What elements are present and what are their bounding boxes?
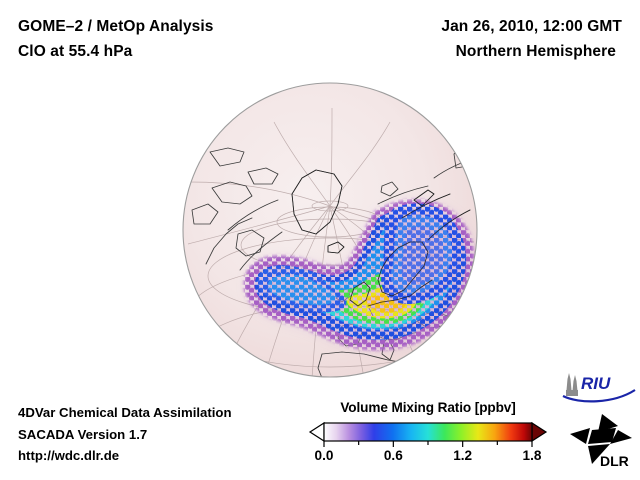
method-label: 4DVar Chemical Data Assimilation [18,405,232,420]
footer-left-block: 4DVar Chemical Data Assimilation SACADA … [18,402,308,467]
region-label: Northern Hemisphere [455,43,616,60]
colorbar-min-arrow [308,421,325,443]
dlr-star-icon [570,414,632,464]
coastlines-overlay [291,169,471,307]
colorbar-tick-label: 1.8 [522,448,542,463]
plume-data [243,199,475,351]
header-left-block: GOME–2 / MetOp Analysis ClO at 55.4 hPa [18,14,348,64]
colorbar-tick-label: 0.0 [314,448,334,463]
header-right-block: Jan 26, 2010, 12:00 GMT Northern Hemisph… [322,14,622,64]
riu-tower-icon [566,373,578,396]
dlr-logo-text: DLR [600,453,629,469]
source-url-label: http://wdc.dlr.de [18,448,120,463]
colorbar-tick-label: 0.6 [383,448,403,463]
colorbar-tick-label: 1.2 [453,448,473,463]
page-subtitle: ClO at 55.4 hPa [18,43,133,60]
riu-swoosh-icon [562,389,636,403]
colorbar-scale [308,421,548,447]
globe-outline [182,82,478,378]
globe-map [182,82,478,378]
page-title: GOME–2 / MetOp Analysis [18,18,214,35]
dlr-logo: DLR [570,414,632,469]
colorbar-gradient [323,422,533,442]
colorbar: Volume Mixing Ratio [ppbv] 0.0 0.6 1.2 1.8 [308,400,548,468]
riu-logo-text: RIU [581,374,611,393]
version-label: SACADA Version 1.7 [18,426,148,442]
colorbar-tick-labels: 0.0 0.6 1.2 1.8 [308,448,548,468]
colorbar-ticks [323,441,533,447]
colorbar-max-arrow [531,421,548,443]
riu-logo: RIU [562,373,636,403]
timestamp-label: Jan 26, 2010, 12:00 GMT [441,18,622,35]
colorbar-title: Volume Mixing Ratio [ppbv] [340,400,516,415]
